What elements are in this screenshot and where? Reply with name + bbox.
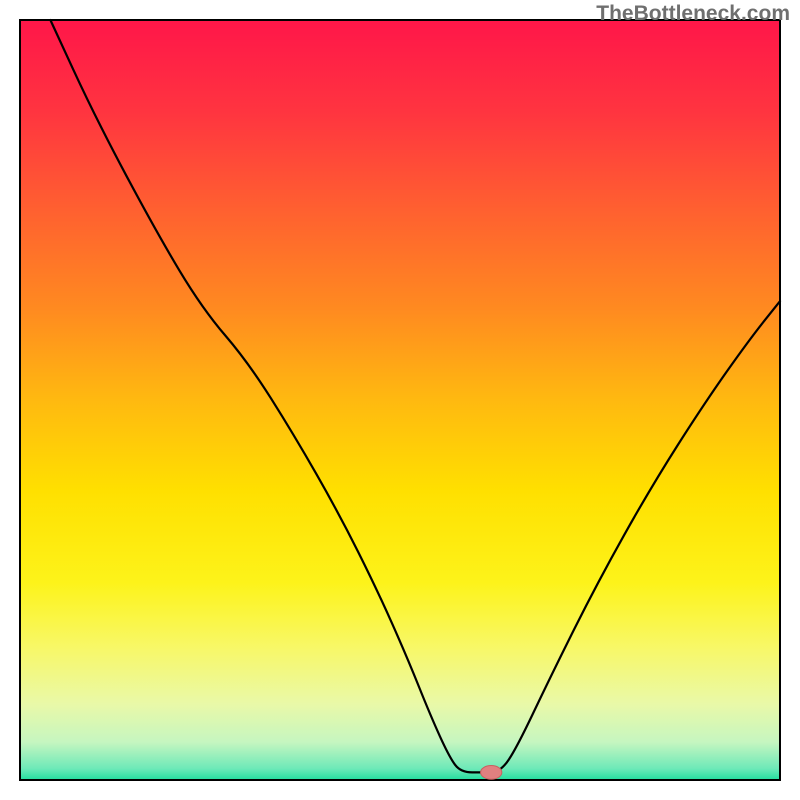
plot-background	[20, 20, 780, 780]
chart-container: { "watermark": { "text": "TheBottleneck.…	[0, 0, 800, 800]
bottleneck-chart	[0, 0, 800, 800]
optimal-marker	[481, 766, 502, 780]
watermark-text: TheBottleneck.com	[596, 2, 790, 26]
